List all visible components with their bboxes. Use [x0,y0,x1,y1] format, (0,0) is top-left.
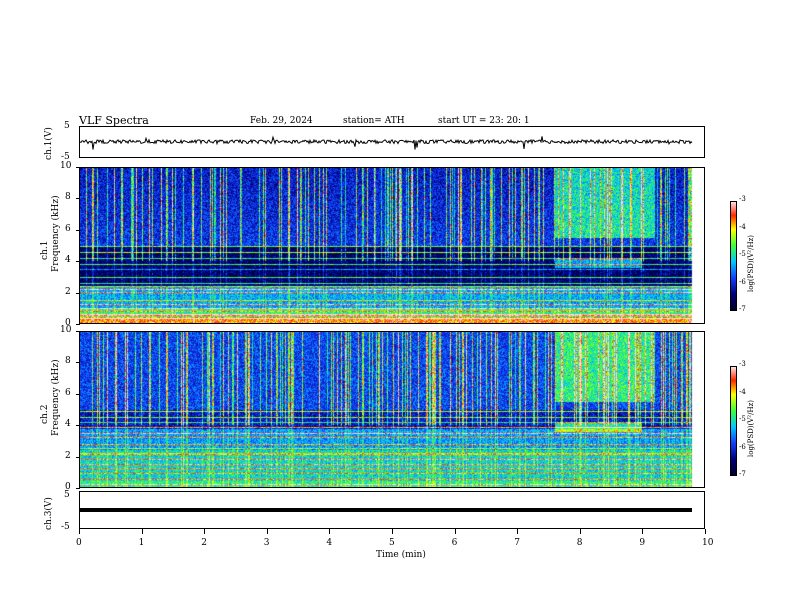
spec1-freq-tick-mark [76,229,80,231]
x-tick-label: 5 [389,538,395,548]
spec1-freq-tick-label: 8 [65,192,71,203]
x-tick-label: 8 [576,538,583,548]
spec2-freq-tick-label: 4 [65,419,71,430]
ch2-spectrogram [79,331,705,488]
colorbar-1-tick-label: -7 [739,305,746,313]
date-label: Feb. 29, 2024 [250,116,313,126]
ch1-spectrogram [79,167,705,324]
x-tick-mark [141,529,143,534]
ch1-waveform [80,135,693,150]
colorbar-1-tick-label: -3 [739,195,746,203]
ch1-spectrogram-canvas [80,168,704,323]
ch3-axis-label: ch.3(V) [44,497,54,530]
spec2-freq-tick-mark [76,393,80,395]
colorbar-2-tick-label: -5 [739,415,746,423]
spec2-freq-tick-mark [76,425,80,427]
x-axis-label: Time (min) [376,550,426,560]
ch3-tick-top: 5 [64,490,70,500]
spec1-freq-tick-label: 10 [60,161,72,171]
spec2-freq-tick-mark [76,456,80,458]
spec1-freq-tick-label: 4 [65,255,71,266]
x-tick-mark [642,529,644,534]
x-tick-mark [329,529,331,534]
chart-title: VLF Spectra [79,114,149,127]
spec1-freq-tick-mark [76,198,80,200]
spec1-freq-tick-label: 6 [65,223,71,234]
colorbar-2-tick-label: -4 [739,387,746,396]
spec1-freq-tick-mark [76,292,80,294]
spec2-axis-label-channel: ch.2 [40,404,50,424]
spec1-freq-tick-mark [76,324,80,325]
ch1-axis-label: ch.1(V) [44,127,54,160]
spec2-freq-tick-label: 2 [65,450,71,461]
colorbar-2-tick-label: -7 [739,470,746,478]
spec2-freq-tick-label: 6 [65,387,71,398]
x-tick-mark [454,529,456,534]
waveform-trace [80,135,693,150]
spec2-freq-tick-mark [76,331,80,332]
spec2-freq-tick-mark [76,488,80,489]
colorbar-1 [730,201,737,311]
x-tick-label: 1 [138,538,145,548]
colorbar-2-tick-label: -3 [739,360,746,368]
x-tick-mark [79,529,80,534]
ch1-tick-top: 5 [64,121,70,131]
x-tick-label: 6 [451,538,458,548]
x-tick-label: 0 [76,538,82,548]
x-tick-mark [392,529,393,534]
colorbar-2-tick-label: -6 [739,442,746,451]
colorbar-2-label: log(PSD)(V²/Hz) [747,400,755,457]
x-tick-mark [266,529,268,534]
colorbar-1-label: log(PSD)(V²/Hz) [747,235,755,292]
x-tick-mark [204,529,206,534]
spec2-axis-label-frequency: Frequency (kHz) [51,359,61,436]
colorbar-1-tick-label: -6 [739,277,746,286]
spec1-freq-tick-label: 2 [65,286,71,297]
x-tick-label: 2 [201,538,207,548]
x-tick-mark [705,529,706,534]
x-tick-label: 4 [326,538,333,548]
ch2-spectrogram-canvas [80,332,704,487]
ch1-waveform-panel [79,126,705,158]
x-tick-mark [579,529,581,534]
start-ut-label: start UT = 23: 20: 1 [438,116,530,126]
colorbar-2 [730,366,737,476]
spec2-freq-tick-label: 10 [60,325,72,335]
spec1-axis-label-channel: ch.1 [40,240,50,260]
spec1-freq-tick-mark [76,167,80,168]
spec1-freq-tick-label: 0 [65,318,71,328]
ch1-tick-bottom: -5 [61,152,70,162]
ch3-tick-bottom: -5 [61,522,70,532]
x-tick-mark [517,529,519,534]
colorbar-1-tick-label: -4 [739,222,746,231]
spec1-freq-tick-mark [76,261,80,263]
spec2-freq-tick-label: 8 [65,356,71,367]
x-tick-label: 10 [702,538,714,548]
station-label: station= ATH [343,116,405,126]
spec2-freq-tick-mark [76,362,80,364]
ch3-waveform [80,508,692,512]
x-tick-label: 9 [639,538,646,548]
spec1-axis-label-frequency: Frequency (kHz) [51,195,61,272]
colorbar-1-tick-label: -5 [739,250,746,258]
ch3-waveform-panel [79,491,705,529]
spec2-freq-tick-label: 0 [65,482,71,492]
x-tick-label: 3 [263,538,270,548]
x-tick-label: 7 [514,538,520,548]
